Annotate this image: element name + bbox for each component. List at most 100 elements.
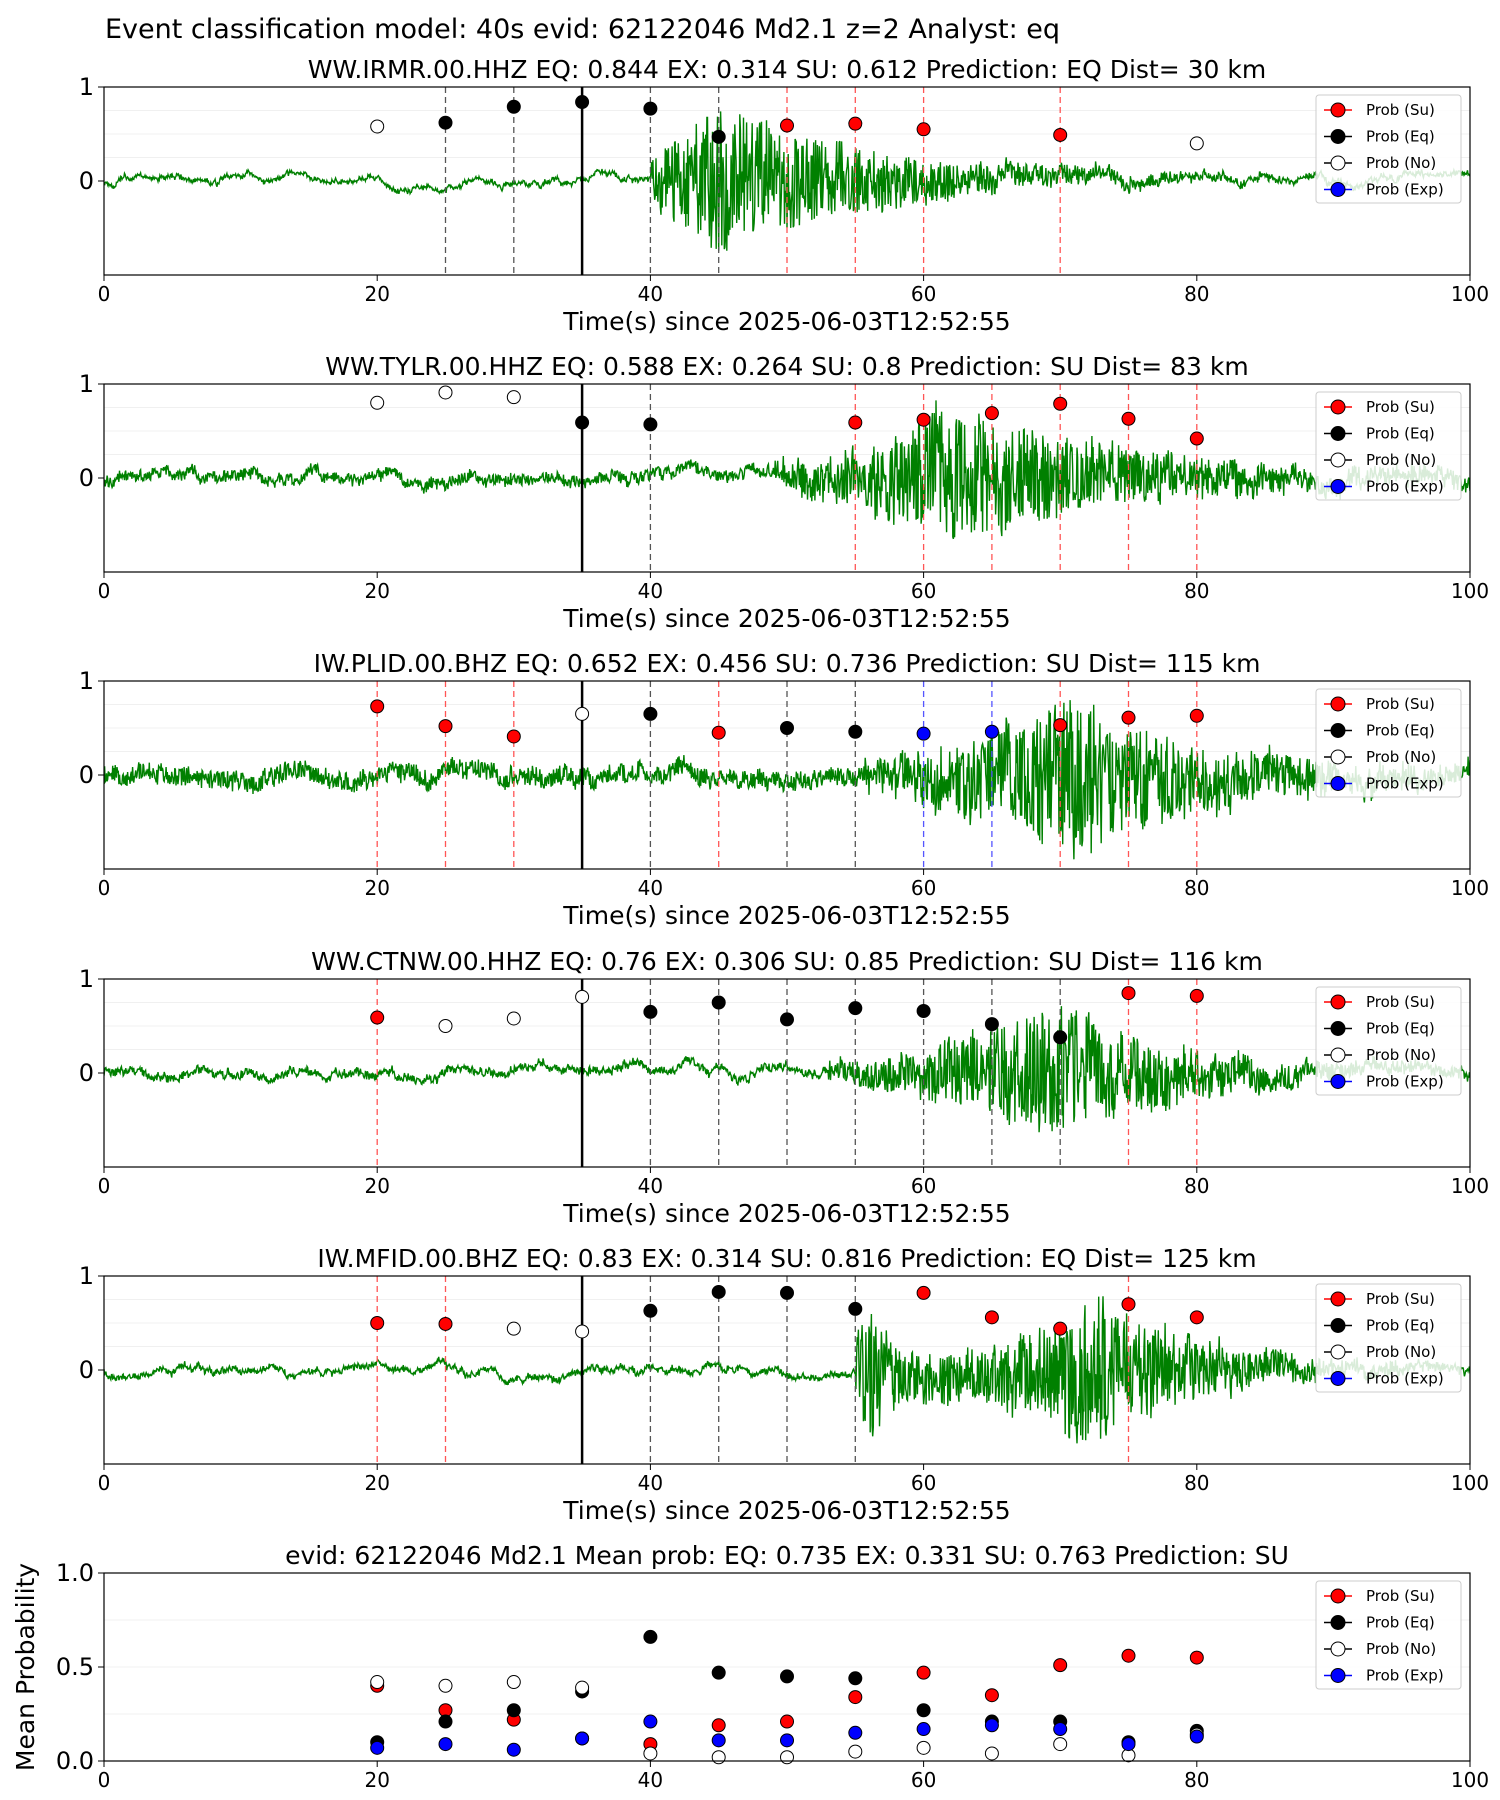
x-tick-label: 20 [364,1768,389,1792]
prob-point-su [1121,986,1136,1001]
legend-label-su: Prob (Su) [1366,101,1435,119]
mean-point-no [370,1675,385,1690]
y-tick-label: 1 [79,667,94,695]
mean-point-su [711,1718,726,1733]
legend-label-eq: Prob (Eq) [1366,1317,1435,1335]
legend-label-su: Prob (Su) [1366,993,1435,1011]
mean-point-eq [438,1714,453,1729]
prob-point-su [438,719,453,734]
prob-point-su [1053,127,1068,142]
legend-marker-exp [1330,479,1346,494]
y-tick-label: 0 [79,1356,94,1384]
prob-point-eq [643,1303,658,1318]
prob-point-su [1053,718,1068,733]
legend-frame [1315,1283,1462,1393]
x-tick-label: 60 [911,579,936,603]
x-tick-label: 100 [1451,579,1489,603]
x-tick-label: 100 [1451,282,1489,306]
y-tick-label: 0 [79,761,94,789]
prob-point-eq [984,1017,999,1032]
legend-marker-su [1330,696,1346,712]
prob-point-su [1121,710,1136,725]
mean-point-su [916,1665,931,1680]
prob-point-eq [711,129,726,144]
prob-point-no [575,1324,590,1339]
legend-label-exp: Prob (Exp) [1366,1073,1444,1091]
x-tick-label: 20 [364,282,389,306]
prob-point-su [438,1316,453,1331]
plot-area [104,384,1470,572]
x-axis-label: Time(s) since 2025-06-03T12:52:55 [562,1496,1010,1525]
x-tick-label: 80 [1184,579,1209,603]
legend-label-exp: Prob (Exp) [1366,478,1444,496]
mean-point-exp [916,1722,931,1737]
legend-label-exp: Prob (Exp) [1366,1667,1444,1685]
prob-point-su [1189,1310,1204,1325]
x-tick-label: 40 [638,876,663,900]
mean-point-exp [848,1725,863,1740]
legend-marker-su [1330,1588,1346,1604]
legend-label-no: Prob (No) [1366,451,1436,469]
x-tick-label: 60 [911,282,936,306]
prob-point-no [506,390,521,405]
y-tick-label: 0 [79,167,94,195]
mean-point-no [984,1746,999,1761]
x-tick-label: 40 [638,579,663,603]
panel-6: 0 20 40 60 80 100 1.0 0.5 0.0 evid: 62122046 Md2.… [11,1541,1489,1792]
x-tick-label: 100 [1451,1174,1489,1198]
x-tick-label: 0 [98,1471,111,1495]
legend-label-eq: Prob (Eq) [1366,128,1435,146]
panel-5: 0 20 40 60 80 100 1 0 IW.MFID.00.BHZ EQ: 0.83 EX… [79,1244,1489,1525]
prob-point-su [370,1010,385,1025]
mean-point-exp [1121,1737,1136,1752]
mean-point-no [438,1678,453,1693]
x-axis-label: Time(s) since 2025-06-03T12:52:55 [562,604,1010,633]
prob-point-no [575,706,590,721]
mean-point-su [1053,1658,1068,1673]
legend-label-exp: Prob (Exp) [1366,1370,1444,1388]
prob-point-su [1121,1297,1136,1312]
x-tick-label: 80 [1184,1174,1209,1198]
prob-point-eq [780,1285,794,1300]
panel-title: WW.CTNW.00.HHZ EQ: 0.76 EX: 0.306 SU: 0.… [311,947,1263,976]
mean-point-su [1189,1650,1204,1665]
y-tick-label: 1 [79,73,94,101]
x-tick-label: 20 [364,876,389,900]
mean-point-no [711,1750,726,1765]
prob-point-no [575,989,590,1004]
plot-area [104,681,1470,869]
plot-area [104,87,1470,275]
mean-point-eq [780,1669,794,1684]
prob-point-no [506,1011,521,1026]
prob-point-exp [984,724,999,739]
legend-label-su: Prob (Su) [1366,1290,1435,1308]
x-tick-label: 0 [98,1768,111,1792]
legend-marker-exp [1330,1074,1346,1089]
panel-title: WW.TYLR.00.HHZ EQ: 0.588 EX: 0.264 SU: 0… [325,352,1248,381]
x-tick-label: 60 [911,1768,936,1792]
y-tick-label: 1 [79,370,94,398]
prob-point-eq [438,115,453,130]
prob-point-su [916,122,931,137]
prob-point-no [506,1321,521,1336]
mean-point-no [575,1680,590,1695]
mean-point-exp [1053,1722,1068,1737]
x-tick-label: 100 [1451,1768,1489,1792]
legend-marker-exp [1330,1371,1346,1386]
prob-point-su [916,412,931,427]
mean-point-no [780,1750,794,1765]
prob-point-su [370,1316,385,1330]
x-tick-label: 40 [638,1174,663,1198]
prob-point-eq [711,1284,726,1299]
legend-label-no: Prob (No) [1366,748,1436,766]
legend-marker-no [1330,1047,1346,1063]
legend-marker-eq [1330,426,1346,441]
panel-title: IW.PLID.00.BHZ EQ: 0.652 EX: 0.456 SU: 0… [314,649,1261,678]
prob-point-eq [506,99,521,114]
x-tick-label: 80 [1184,1471,1209,1495]
mean-point-eq [711,1665,726,1680]
prob-point-eq [575,415,590,430]
legend-marker-no [1330,1344,1346,1360]
waveform-trace [104,1296,1470,1444]
prob-point-su [984,406,999,421]
